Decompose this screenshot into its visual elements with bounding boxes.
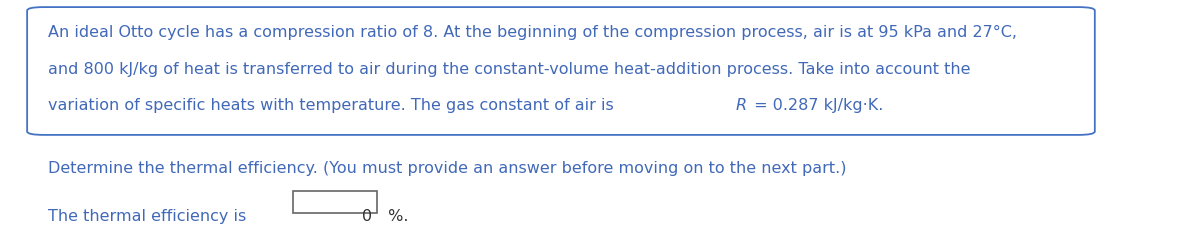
Text: 0: 0 <box>362 209 372 224</box>
Bar <box>293 191 377 213</box>
Text: variation of specific heats with temperature. The gas constant of air is: variation of specific heats with tempera… <box>48 98 619 113</box>
Text: %.: %. <box>383 209 408 224</box>
Text: Determine the thermal efficiency. (You must provide an answer before moving on t: Determine the thermal efficiency. (You m… <box>48 161 847 176</box>
Text: and 800 kJ/kg of heat is transferred to air during the constant-volume heat-addi: and 800 kJ/kg of heat is transferred to … <box>48 62 971 77</box>
Text: = 0.287 kJ/kg·K.: = 0.287 kJ/kg·K. <box>749 98 883 113</box>
Text: The thermal efficiency is: The thermal efficiency is <box>48 209 252 224</box>
FancyBboxPatch shape <box>28 7 1094 135</box>
Text: R: R <box>736 98 746 113</box>
Text: An ideal Otto cycle has a compression ratio of 8. At the beginning of the compre: An ideal Otto cycle has a compression ra… <box>48 25 1018 40</box>
